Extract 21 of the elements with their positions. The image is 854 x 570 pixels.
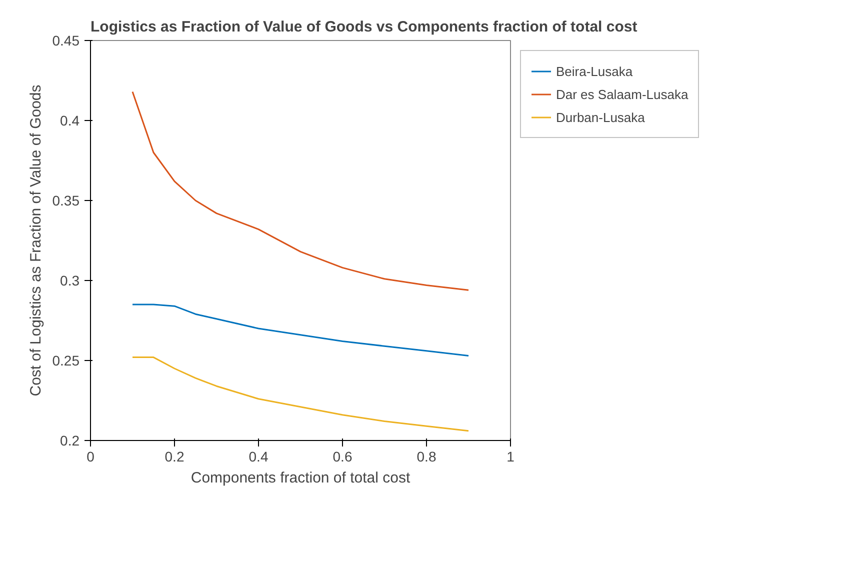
x-tick-label: 0.8 [416,448,436,464]
line-series [132,356,470,432]
y-tick-label: 0.35 [52,192,80,208]
x-tick-label: 0.6 [332,448,352,464]
y-tick-label: 0.45 [52,32,80,48]
x-axis-title: Components fraction of total cost [190,470,411,486]
legend-label: Beira-Lusaka [556,64,633,78]
y-axis-title: Cost of Logistics as Fraction of Value of Goods [27,84,44,396]
y-tick-label: 0.2 [60,432,80,448]
y-tick-label: 0.25 [52,352,80,368]
legend-label: Dar es Salaam-Lusaka [556,86,688,102]
x-tick-label: 0.2 [164,448,184,464]
x-tick-label: 0.4 [248,448,268,464]
line-series [132,304,470,356]
y-tick-label: 0.4 [60,112,80,128]
chart-title: Logistics as Fraction of Value of Goods vs Components fraction of total cost [90,18,638,36]
line-series [132,90,470,291]
x-tick-label: 0 [86,448,95,464]
legend-label: Durban-Lusaka [556,110,645,124]
x-tick-label: 1 [506,448,515,464]
y-tick-label: 0.3 [60,272,80,288]
